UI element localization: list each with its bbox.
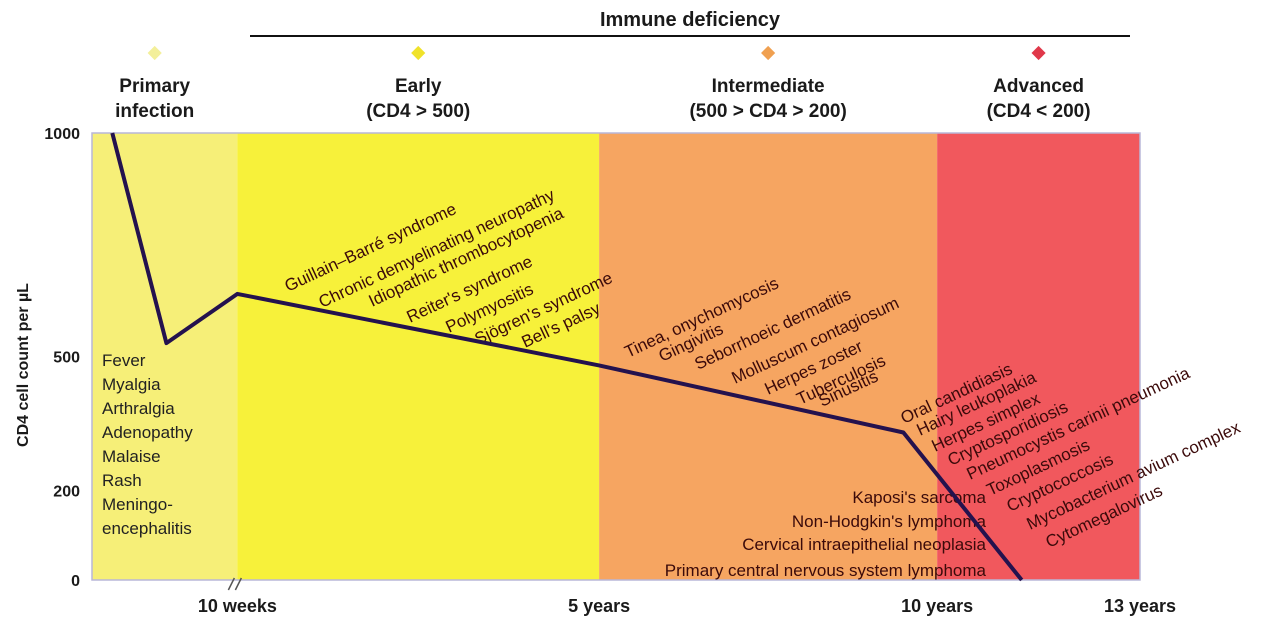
symptom-item: Rash xyxy=(102,471,142,490)
x-tick-label: 10 years xyxy=(901,596,973,616)
phase-label: infection xyxy=(115,101,194,122)
symptom-item: encephalitis xyxy=(102,519,192,538)
phase-marker xyxy=(1031,45,1046,61)
phase-band xyxy=(937,133,1140,580)
phase-band xyxy=(92,133,238,580)
symptom-item: Fever xyxy=(102,351,146,370)
phase-label: (500 > CD4 > 200) xyxy=(689,101,846,122)
axis-break-mark xyxy=(227,577,236,591)
symptom-item: Meningo- xyxy=(102,495,173,514)
cd4-series-line xyxy=(110,132,1024,582)
y-axis-label: CD4 cell count per µL xyxy=(15,283,32,447)
phase-label: Early xyxy=(395,76,442,97)
y-tick-label: 500 xyxy=(53,350,80,367)
symptom-item: Malaise xyxy=(102,447,161,466)
phase-labels: Primary infection Early (CD4 > 500) Intermed… xyxy=(115,45,1091,122)
phase-band xyxy=(237,133,600,580)
plot-frame xyxy=(91,132,1141,581)
phase-marker xyxy=(411,45,426,61)
x-tick-label: 13 years xyxy=(1104,596,1176,616)
axes: 1000 500 200 0 10 weeks 5 years 10 years 13 yea… xyxy=(44,126,1176,616)
phase-marker xyxy=(761,45,776,61)
phase-label: (CD4 > 500) xyxy=(366,101,470,122)
y-tick-label: 200 xyxy=(53,484,80,501)
phase-label: Intermediate xyxy=(712,76,825,97)
phase-label: Primary xyxy=(119,76,190,97)
axis-break-mark xyxy=(234,577,243,591)
x-tick-label: 5 years xyxy=(568,596,630,616)
phase-label: Advanced xyxy=(993,76,1084,97)
symptom-item: Arthralgia xyxy=(102,399,175,418)
phase-label: (CD4 < 200) xyxy=(987,101,1091,122)
symptom-item: Myalgia xyxy=(102,375,161,394)
malignancy: Kaposi's sarcoma xyxy=(852,488,986,507)
cd4-series xyxy=(110,132,1024,582)
symptom-item: Adenopathy xyxy=(102,423,193,442)
x-tick-label: 10 weeks xyxy=(198,596,277,616)
malignancy: Primary central nervous system lymphoma xyxy=(665,561,987,580)
phase-band xyxy=(599,133,938,580)
chart-title: Immune deficiency xyxy=(600,9,781,31)
phase-bands xyxy=(91,132,1141,581)
malignancy: Cervical intraepithelial neoplasia xyxy=(742,535,986,554)
phase-marker xyxy=(147,45,162,61)
malignancy: Non-Hodgkin's lymphoma xyxy=(792,512,987,531)
y-tick-label: 1000 xyxy=(44,126,80,143)
y-tick-label: 0 xyxy=(71,573,80,590)
